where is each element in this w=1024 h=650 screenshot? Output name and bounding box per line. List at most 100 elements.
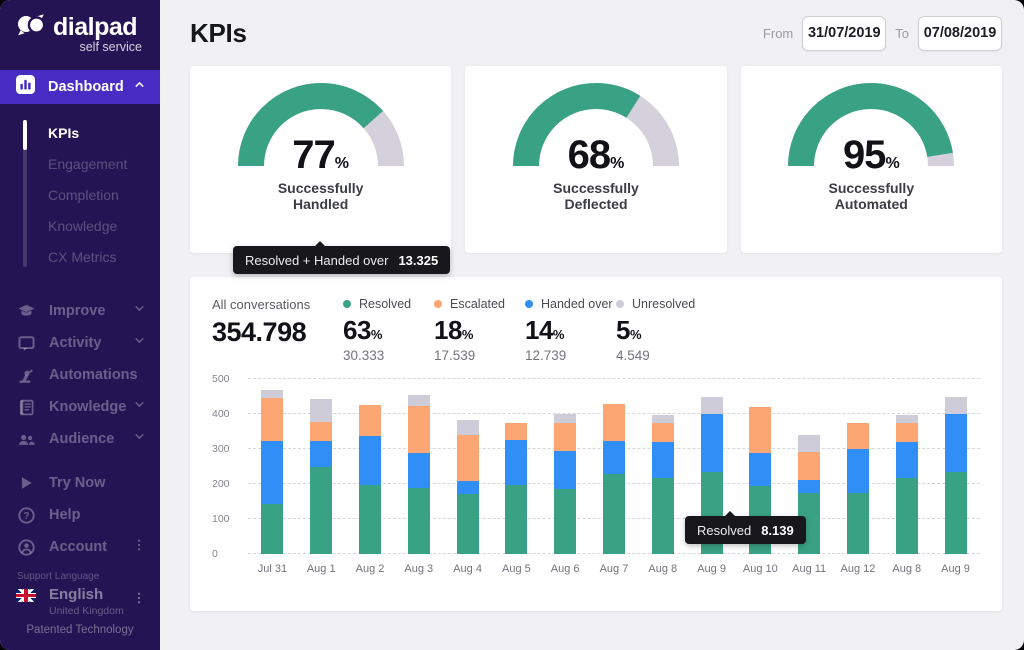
stacked-bar-aug-4[interactable]	[456, 419, 479, 554]
stacked-bar-aug-1[interactable]	[310, 399, 333, 554]
sidebar-item-improve[interactable]: Improve	[0, 295, 160, 327]
bar-segment-resolved[interactable]	[456, 493, 479, 554]
bar-segment-handed-over[interactable]	[895, 442, 918, 478]
kebab-menu-icon[interactable]	[132, 590, 146, 611]
language-selector[interactable]: English United Kingdom	[0, 586, 160, 617]
stacked-bar-aug-8[interactable]	[651, 414, 674, 554]
bar-segment-handed-over[interactable]	[700, 414, 723, 473]
sidebar-item-account[interactable]: Account	[0, 531, 160, 563]
bar-segment-handed-over[interactable]	[358, 435, 381, 485]
bar-segment-escalated[interactable]	[651, 423, 674, 443]
chevron-down-icon	[133, 398, 146, 416]
bar-segment-resolved[interactable]	[895, 477, 918, 554]
bar-segment-escalated[interactable]	[261, 398, 284, 441]
bar-segment-resolved[interactable]	[944, 472, 967, 554]
bar-segment-unresolved[interactable]	[944, 396, 967, 415]
bar-segment-unresolved[interactable]	[798, 435, 821, 453]
conversations-chart-card: All conversations 354.798 Resolved 63% 30.…	[190, 277, 1002, 611]
bar-segment-handed-over[interactable]	[310, 440, 333, 468]
kpi-card-successfully-automated[interactable]: 95% Successfully Automated	[740, 66, 1002, 253]
bar-segment-handed-over[interactable]	[456, 480, 479, 494]
bar-segment-escalated[interactable]	[554, 422, 577, 452]
bar-segment-escalated[interactable]	[846, 423, 869, 449]
bar-segment-unresolved[interactable]	[261, 389, 284, 399]
bar-segment-handed-over[interactable]	[651, 442, 674, 478]
sidebar-item-label: Automations	[49, 367, 138, 383]
stacked-bar-aug-6[interactable]	[554, 414, 577, 554]
legend-stat-resolved[interactable]: Resolved 63% 30.333	[343, 297, 434, 363]
gauge-label: Successfully Handled	[277, 180, 364, 212]
bar-segment-handed-over[interactable]	[554, 451, 577, 490]
page-title: KPIs	[190, 17, 247, 48]
sidebar-item-knowledge[interactable]: Knowledge	[0, 391, 160, 423]
sidebar-item-automations[interactable]: Automations	[0, 359, 160, 391]
sidebar-item-dashboard[interactable]: Dashboard	[0, 70, 160, 104]
bar-segment-escalated[interactable]	[407, 405, 430, 453]
stacked-bar-aug-7[interactable]	[602, 404, 625, 554]
sidebar-item-help[interactable]: ? Help	[0, 499, 160, 531]
sidebar-item-engagement[interactable]: Engagement	[48, 156, 128, 172]
stacked-bar-aug-8[interactable]	[895, 414, 918, 554]
bar-segment-resolved[interactable]	[358, 484, 381, 554]
from-label: From	[762, 25, 794, 41]
legend-stat-handed-over[interactable]: Handed over 14% 12.739	[525, 297, 616, 363]
bar-segment-handed-over[interactable]	[749, 453, 772, 487]
bar-segment-unresolved[interactable]	[700, 396, 723, 415]
date-from-input[interactable]	[802, 15, 887, 51]
bar-segment-handed-over[interactable]	[846, 448, 869, 493]
stacked-bar-aug-9[interactable]	[944, 396, 967, 554]
kpi-cards-row: 77% Successfully Handled 68% Successfully D…	[190, 66, 1002, 253]
kpi-card-successfully-handled[interactable]: 77% Successfully Handled	[190, 66, 452, 253]
date-to-input[interactable]	[918, 15, 1002, 51]
bar-segment-resolved[interactable]	[651, 477, 674, 554]
sidebar-item-audience[interactable]: Audience	[0, 423, 160, 455]
sidebar-item-activity[interactable]: Activity	[0, 327, 160, 359]
bar-segment-resolved[interactable]	[505, 484, 528, 554]
bar-segment-unresolved[interactable]	[895, 414, 918, 424]
bar-segment-unresolved[interactable]	[554, 414, 577, 423]
stacked-bar-aug-5[interactable]	[505, 422, 528, 554]
bar-segment-handed-over[interactable]	[261, 440, 284, 504]
sidebar-item-cx-metrics[interactable]: CX Metrics	[48, 249, 117, 265]
bar-segment-unresolved[interactable]	[310, 399, 333, 423]
bar-segment-unresolved[interactable]	[456, 419, 479, 436]
bar-segment-escalated[interactable]	[798, 452, 821, 480]
sidebar-item-try-now[interactable]: Try Now	[0, 467, 160, 499]
bar-segment-escalated[interactable]	[749, 407, 772, 454]
bar-segment-handed-over[interactable]	[602, 440, 625, 475]
sidebar-item-knowledge[interactable]: Knowledge	[48, 218, 118, 234]
bar-segment-handed-over[interactable]	[407, 452, 430, 488]
gauge-successfully-handled: 77%	[236, 82, 406, 177]
bar-segment-escalated[interactable]	[505, 422, 528, 441]
bar-segment-resolved[interactable]	[261, 503, 284, 554]
bar-segment-escalated[interactable]	[895, 423, 918, 443]
bar-segment-handed-over[interactable]	[944, 414, 967, 473]
x-axis-label: Aug 6	[550, 563, 580, 575]
bar-segment-resolved[interactable]	[602, 474, 625, 554]
x-axis-label: Aug 4	[453, 563, 482, 575]
bar-segment-resolved[interactable]	[407, 487, 430, 554]
bar-segment-escalated[interactable]	[358, 405, 381, 436]
bar-segment-handed-over[interactable]	[798, 479, 821, 493]
legend-stat-escalated[interactable]: Escalated 18% 17.539	[434, 297, 525, 363]
stacked-bar-aug-2[interactable]	[358, 405, 381, 554]
bar-segment-resolved[interactable]	[554, 489, 577, 554]
y-axis-tick: 400	[212, 408, 230, 420]
bar-segment-unresolved[interactable]	[651, 414, 674, 424]
bar-segment-resolved[interactable]	[846, 492, 869, 554]
bar-segment-escalated[interactable]	[310, 422, 333, 441]
stacked-bar-jul-31[interactable]	[261, 389, 284, 554]
bar-segment-unresolved[interactable]	[407, 395, 430, 406]
stacked-bar-aug-3[interactable]	[407, 395, 430, 554]
stacked-bar-aug-10[interactable]	[749, 407, 772, 554]
bar-segment-escalated[interactable]	[456, 435, 479, 481]
kebab-menu-icon[interactable]	[132, 537, 146, 558]
sidebar-item-kpis[interactable]: KPIs	[48, 125, 80, 141]
stacked-bar-aug-12[interactable]	[846, 423, 869, 554]
bar-segment-handed-over[interactable]	[505, 440, 528, 485]
sidebar-item-completion[interactable]: Completion	[48, 187, 119, 203]
bar-segment-escalated[interactable]	[602, 404, 625, 441]
legend-stat-unresolved[interactable]: Unresolved 5% 4.549	[616, 297, 707, 363]
kpi-card-successfully-deflected[interactable]: 68% Successfully Deflected	[465, 66, 727, 253]
bar-segment-resolved[interactable]	[310, 467, 333, 554]
